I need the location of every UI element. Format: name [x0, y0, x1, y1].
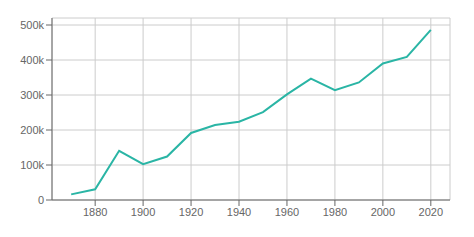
svg-text:400k: 400k	[20, 54, 44, 66]
svg-text:1980: 1980	[323, 206, 347, 218]
svg-text:2000: 2000	[371, 206, 395, 218]
svg-text:200k: 200k	[20, 124, 44, 136]
svg-text:1900: 1900	[131, 206, 155, 218]
svg-text:1880: 1880	[83, 206, 107, 218]
svg-text:2020: 2020	[419, 206, 443, 218]
svg-text:1960: 1960	[275, 206, 299, 218]
svg-text:0: 0	[38, 194, 44, 206]
svg-text:500k: 500k	[20, 19, 44, 31]
svg-text:100k: 100k	[20, 159, 44, 171]
svg-text:1920: 1920	[179, 206, 203, 218]
svg-text:1940: 1940	[227, 206, 251, 218]
svg-text:300k: 300k	[20, 89, 44, 101]
